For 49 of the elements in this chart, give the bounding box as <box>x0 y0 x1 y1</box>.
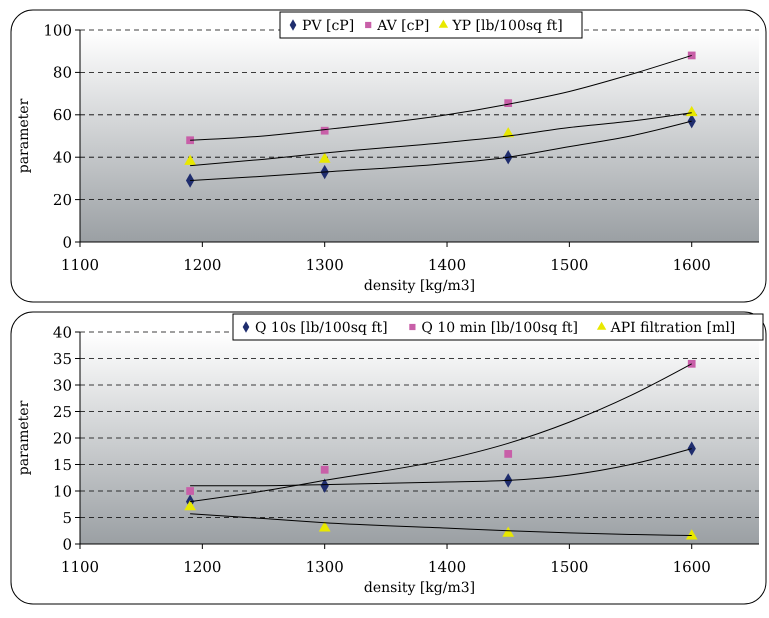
y-tick-label: 5 <box>62 508 72 527</box>
y-axis-title: parameter <box>16 98 32 174</box>
y-tick-label: 0 <box>62 233 72 252</box>
x-tick-label: 1600 <box>672 256 711 274</box>
x-tick-label: 1200 <box>183 256 222 274</box>
y-tick-label: 15 <box>52 456 72 474</box>
y-axis-title: parameter <box>16 400 32 476</box>
x-tick-label: 1300 <box>306 256 344 274</box>
point <box>688 52 696 60</box>
x-axis-title: density [kg/m3] <box>364 278 476 294</box>
point <box>318 521 331 532</box>
x-tick-label: 1600 <box>672 558 711 576</box>
y-tick-label: 60 <box>52 106 72 124</box>
legend-label: API filtration [ml] <box>610 320 736 336</box>
legend-label: AV [cP] <box>376 18 430 34</box>
point <box>184 154 196 165</box>
x-tick-label: 1400 <box>428 256 466 274</box>
x-tick-label: 1100 <box>60 256 100 274</box>
x-tick-label: 1100 <box>60 558 100 576</box>
point <box>504 450 512 458</box>
point <box>686 106 698 116</box>
legend-label: Q 10s [lb/100sq ft] <box>255 320 388 336</box>
legend-label: YP [lb/100sq ft] <box>451 18 563 34</box>
legend-label: Q 10 min [lb/100sq ft] <box>421 320 578 336</box>
y-tick-label: 40 <box>52 323 72 342</box>
y-tick-label: 25 <box>52 402 72 421</box>
x-tick-label: 1500 <box>550 558 588 576</box>
y-tick-label: 20 <box>52 429 72 448</box>
y-tick-label: 100 <box>43 21 72 40</box>
x-tick-label: 1500 <box>550 256 588 274</box>
y-tick-label: 10 <box>52 482 72 500</box>
point <box>320 466 329 474</box>
x-axis-title: density [kg/m3] <box>364 580 476 596</box>
legend-label: PV [cP] <box>302 18 354 34</box>
y-tick-label: 20 <box>52 190 72 209</box>
y-tick-label: 40 <box>52 148 72 166</box>
point <box>186 136 194 144</box>
y-tick-label: 0 <box>62 535 72 554</box>
x-tick-label: 1300 <box>306 558 344 576</box>
point <box>186 487 194 495</box>
x-tick-label: 1400 <box>428 558 466 576</box>
point <box>686 529 698 540</box>
y-tick-label: 30 <box>52 376 72 394</box>
y-tick-label: 80 <box>52 64 72 82</box>
x-tick-label: 1200 <box>183 558 222 576</box>
point <box>502 526 514 537</box>
point <box>184 500 196 510</box>
point <box>318 152 331 163</box>
y-tick-label: 35 <box>52 350 72 368</box>
